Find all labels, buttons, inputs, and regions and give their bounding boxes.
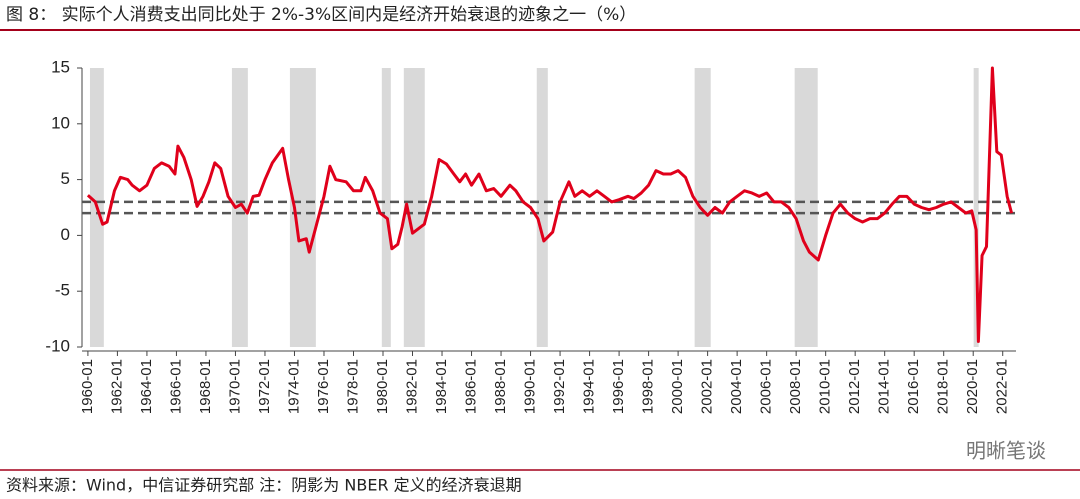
recession-shade <box>536 68 548 347</box>
data-line <box>86 66 1014 343</box>
x-tick-label: 1964-01 <box>138 359 155 414</box>
x-tick-label: 1966-01 <box>167 359 184 414</box>
x-tick-label: 2014-01 <box>876 359 893 414</box>
x-tick-label: 2008-01 <box>787 359 804 414</box>
recession-shade <box>403 68 425 347</box>
source-note: 资料来源：Wind，中信证券研究部 注：阴影为 NBER 定义的经济衰退期 <box>6 476 522 495</box>
x-tick-label: 1998-01 <box>640 359 657 414</box>
x-tick-label: 2012-01 <box>846 359 863 414</box>
x-tick-label: 1970-01 <box>226 359 243 414</box>
y-tick-label: -5 <box>55 281 70 300</box>
x-tick-label: 1984-01 <box>433 359 450 414</box>
y-tick-label: 10 <box>51 113 70 132</box>
x-tick-label: 2020-01 <box>964 359 981 414</box>
x-tick-label: 2022-01 <box>994 359 1011 414</box>
x-tick-label: 1968-01 <box>197 359 214 414</box>
x-tick-label: 1978-01 <box>344 359 361 414</box>
x-tick-label: 1962-01 <box>108 359 125 414</box>
x-tick-label: 2010-01 <box>817 359 834 414</box>
x-tick-label: 1980-01 <box>374 359 391 414</box>
recession-shade <box>794 68 818 347</box>
x-tick-label: 2018-01 <box>935 359 952 414</box>
x-tick-label: 1996-01 <box>610 359 627 414</box>
y-tick-label: 0 <box>61 225 70 244</box>
x-tick-label: 1960-01 <box>79 359 96 414</box>
x-tick-label: 1972-01 <box>256 359 273 414</box>
x-tick-label: 2004-01 <box>728 359 745 414</box>
x-tick-label: 1990-01 <box>522 359 539 414</box>
x-tick-label: 2006-01 <box>758 359 775 414</box>
recession-shade <box>381 68 391 347</box>
x-tick-label: 1994-01 <box>581 359 598 414</box>
recession-shade <box>231 68 248 347</box>
y-tick-label: 5 <box>61 169 70 188</box>
recession-shade <box>973 68 979 347</box>
recession-shade <box>694 68 711 347</box>
x-tick-label: 1976-01 <box>315 359 332 414</box>
x-tick-label: 2016-01 <box>905 359 922 414</box>
x-tick-label: 1986-01 <box>463 359 480 414</box>
x-tick-label: 2002-01 <box>699 359 716 414</box>
x-tick-label: 1988-01 <box>492 359 509 414</box>
watermark: 明晰笔谈 <box>966 439 1046 463</box>
y-tick-label: -10 <box>45 336 70 355</box>
y-tick-label: 15 <box>51 57 70 76</box>
chart-title: 图 8： 实际个人消费支出同比处于 2%-3%区间内是经济开始衰退的迹象之一（%… <box>6 5 636 25</box>
x-tick-label: 1982-01 <box>403 359 420 414</box>
x-tick-label: 1992-01 <box>551 359 568 414</box>
x-tick-label: 1974-01 <box>285 359 302 414</box>
x-tick-label: 2000-01 <box>669 359 686 414</box>
